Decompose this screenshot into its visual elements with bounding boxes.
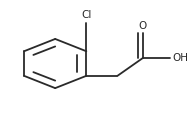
Text: Cl: Cl [81,10,92,20]
Text: OH: OH [172,53,188,63]
Text: O: O [139,21,147,31]
